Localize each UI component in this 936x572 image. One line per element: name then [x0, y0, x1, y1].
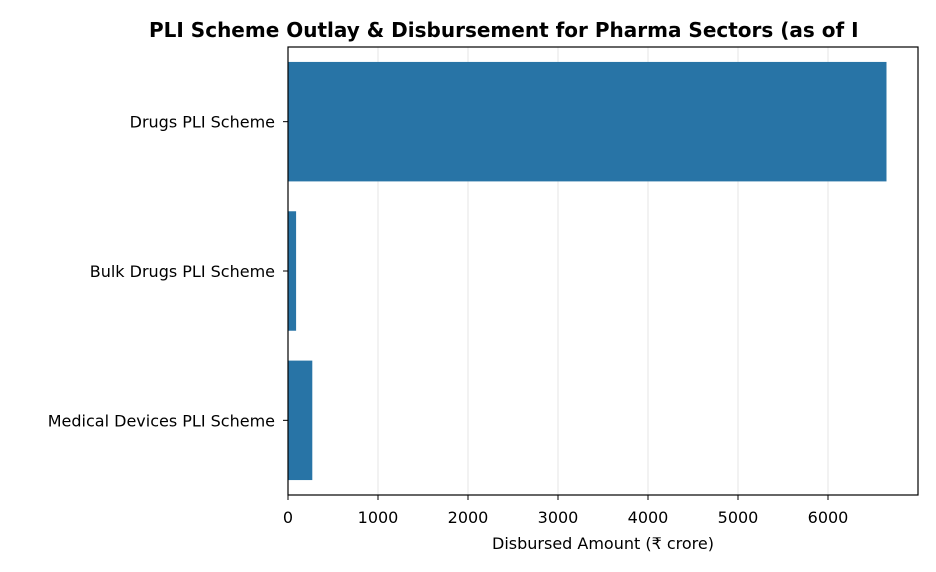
x-tick-label: 4000: [628, 508, 669, 527]
x-tick-label: 2000: [448, 508, 489, 527]
bar: [288, 61, 887, 182]
x-tick-label: 0: [283, 508, 293, 527]
bars: [288, 61, 887, 481]
y-tick-label: Medical Devices PLI Scheme: [48, 411, 275, 430]
x-tick-label: 6000: [808, 508, 849, 527]
x-axis-ticks: 0 1000 2000 3000 4000 5000 6000: [283, 495, 848, 527]
bar: [288, 360, 313, 481]
x-tick-label: 1000: [358, 508, 399, 527]
y-tick-label: Bulk Drugs PLI Scheme: [90, 262, 275, 281]
x-tick-label: 5000: [718, 508, 759, 527]
chart-title: PLI Scheme Outlay & Disbursement for Pha…: [149, 18, 859, 42]
x-axis-label: Disbursed Amount (₹ crore): [492, 534, 714, 553]
x-tick-label: 3000: [538, 508, 579, 527]
bar: [288, 211, 297, 331]
y-axis-ticks: Drugs PLI Scheme Bulk Drugs PLI Scheme Med…: [48, 113, 288, 430]
y-tick-label: Drugs PLI Scheme: [130, 113, 275, 132]
